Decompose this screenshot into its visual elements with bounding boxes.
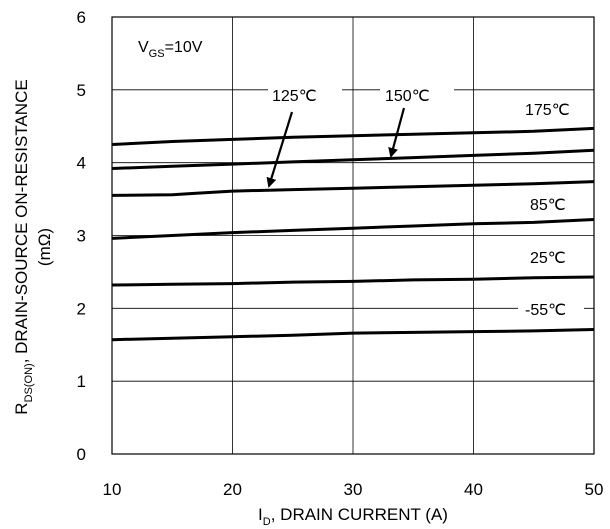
y-tick-label: 2 [77,299,86,318]
series-label-125: 125℃ [272,88,317,105]
arrow-125 [266,111,294,188]
series-line-1 [111,148,595,170]
y-tick-label: 4 [77,154,86,173]
y-axis-title: RDS(ON), DRAIN-SOURCE ON-RESISTANCE [12,79,35,414]
series-labels: 125℃ 150℃ 175℃ 85℃ 25℃ -55℃ [268,84,586,321]
x-tick-label: 30 [344,480,363,499]
series-line-4 [111,275,595,287]
series-layer [111,126,595,342]
x-tick-label: 40 [464,480,483,499]
x-axis-title: ID, DRAIN CURRENT (A) [258,505,448,528]
label-m55-bg [518,297,584,321]
x-tick-label: 20 [223,480,242,499]
series-label-175: 175℃ [525,102,570,119]
series-line-3 [111,218,595,240]
y-tick-labels: 0 1 2 3 4 5 6 [77,8,86,464]
y-tick-label: 5 [77,81,86,100]
label-175-bg [520,98,586,120]
series-label-minus55: -55℃ [525,302,566,319]
y-tick-label: 1 [77,372,86,391]
y-tick-label: 0 [77,445,86,464]
label-85-bg [520,193,586,215]
series-label-150: 150℃ [385,88,430,105]
label-150-bg [380,84,454,106]
label-125-bg [268,84,342,106]
series-line-0 [111,126,595,146]
series-label-85: 85℃ [530,197,566,214]
condition-label: VGS=10V [138,39,203,60]
plot-frame [111,16,595,455]
x-tick-label: 50 [585,480,604,499]
x-tick-label: 10 [103,480,122,499]
arrow-150 [388,107,406,158]
y-tick-label: 6 [77,8,86,27]
series-label-25: 25℃ [530,250,566,267]
y-tick-label: 3 [77,227,86,246]
series-line-5 [111,328,595,342]
y-axis-unit: (mΩ) [35,228,54,266]
series-line-2 [111,180,595,197]
label-25-bg [520,245,586,267]
x-tick-labels: 10 20 30 40 50 [103,480,604,499]
